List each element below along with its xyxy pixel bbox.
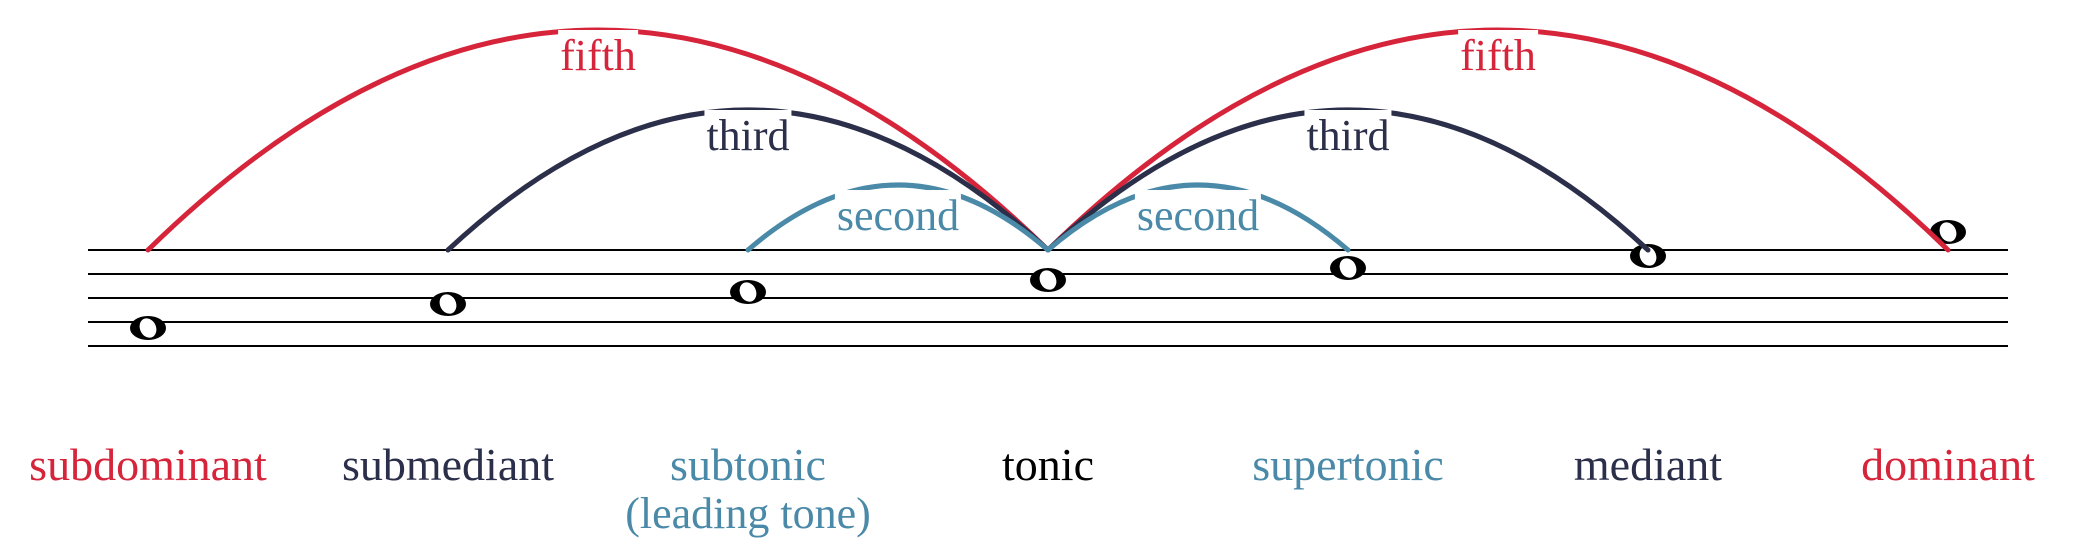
degree-label-supertonic: supertonic — [1252, 440, 1444, 491]
degree-label-mediant: mediant — [1574, 440, 1722, 491]
degree-label-submediant: submediant — [342, 440, 554, 491]
degree-label-tonic: tonic — [1002, 440, 1094, 491]
degree-label-dominant: dominant — [1861, 440, 2035, 491]
arc-label-third-submediant: third — [704, 110, 791, 161]
notehead-subdominant — [130, 316, 166, 341]
degree-label-subdominant: subdominant — [29, 440, 267, 491]
arc-label-fifth-subdominant: fifth — [558, 30, 638, 81]
scale-degree-diagram: fifth fifth third third second second subdomin… — [0, 0, 2096, 546]
degree-label-subtonic: subtonic — [670, 440, 826, 491]
degree-sublabel-subtonic: (leading tone) — [625, 490, 871, 538]
arc-label-third-mediant: third — [1304, 110, 1391, 161]
arc-label-fifth-dominant: fifth — [1458, 30, 1538, 81]
arc-label-second-supertonic: second — [1135, 190, 1261, 241]
notehead-tonic — [1030, 268, 1066, 293]
notehead-subtonic — [730, 280, 766, 305]
arc-label-second-subtonic: second — [835, 190, 961, 241]
notehead-supertonic — [1330, 256, 1366, 281]
notehead-submediant — [430, 292, 466, 317]
